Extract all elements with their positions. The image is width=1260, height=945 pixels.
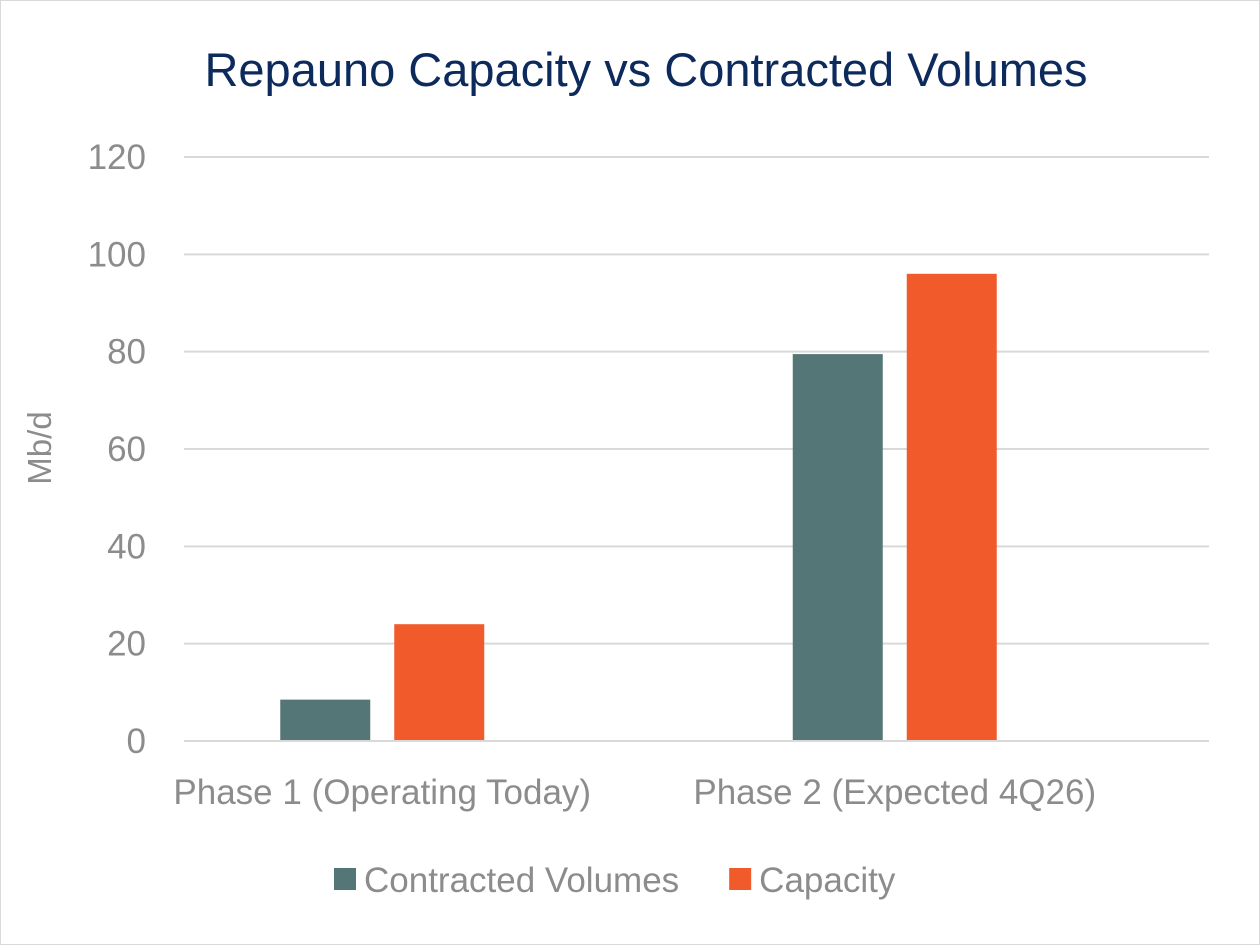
- legend-swatch-contracted-volumes: [334, 868, 356, 890]
- bars: [280, 273, 997, 741]
- y-tick-label-120: 120: [88, 138, 146, 177]
- y-tick-label-100: 100: [88, 235, 146, 274]
- y-tick-label-40: 40: [107, 527, 146, 566]
- x-category-label-2: Phase 2 (Expected 4Q26): [693, 773, 1096, 812]
- gridlines: [184, 156, 1209, 645]
- legend-label-contracted-volumes: Contracted Volumes: [364, 861, 679, 900]
- bar-capacity-1: [394, 624, 485, 741]
- legend: Contracted Volumes Capacity: [334, 861, 896, 900]
- legend-swatch-capacity: [729, 868, 752, 890]
- y-tick-label-80: 80: [107, 333, 146, 372]
- legend-label-capacity: Capacity: [759, 861, 896, 900]
- bar-contracted-volumes-1: [280, 699, 371, 741]
- x-axis-categories: Phase 1 (Operating Today) Phase 2 (Expect…: [173, 773, 1096, 812]
- x-category-label-1: Phase 1 (Operating Today): [173, 773, 591, 812]
- y-axis-label: Mb/d: [21, 411, 58, 484]
- y-tick-label-60: 60: [107, 430, 146, 469]
- y-axis-ticks: 0 20 40 60 80 100 120: [88, 138, 146, 761]
- y-tick-label-0: 0: [127, 722, 146, 761]
- bar-contracted-volumes-2: [792, 354, 883, 741]
- y-tick-label-20: 20: [107, 625, 146, 664]
- chart-title: Repauno Capacity vs Contracted Volumes: [204, 43, 1087, 96]
- bar-capacity-2: [906, 273, 997, 741]
